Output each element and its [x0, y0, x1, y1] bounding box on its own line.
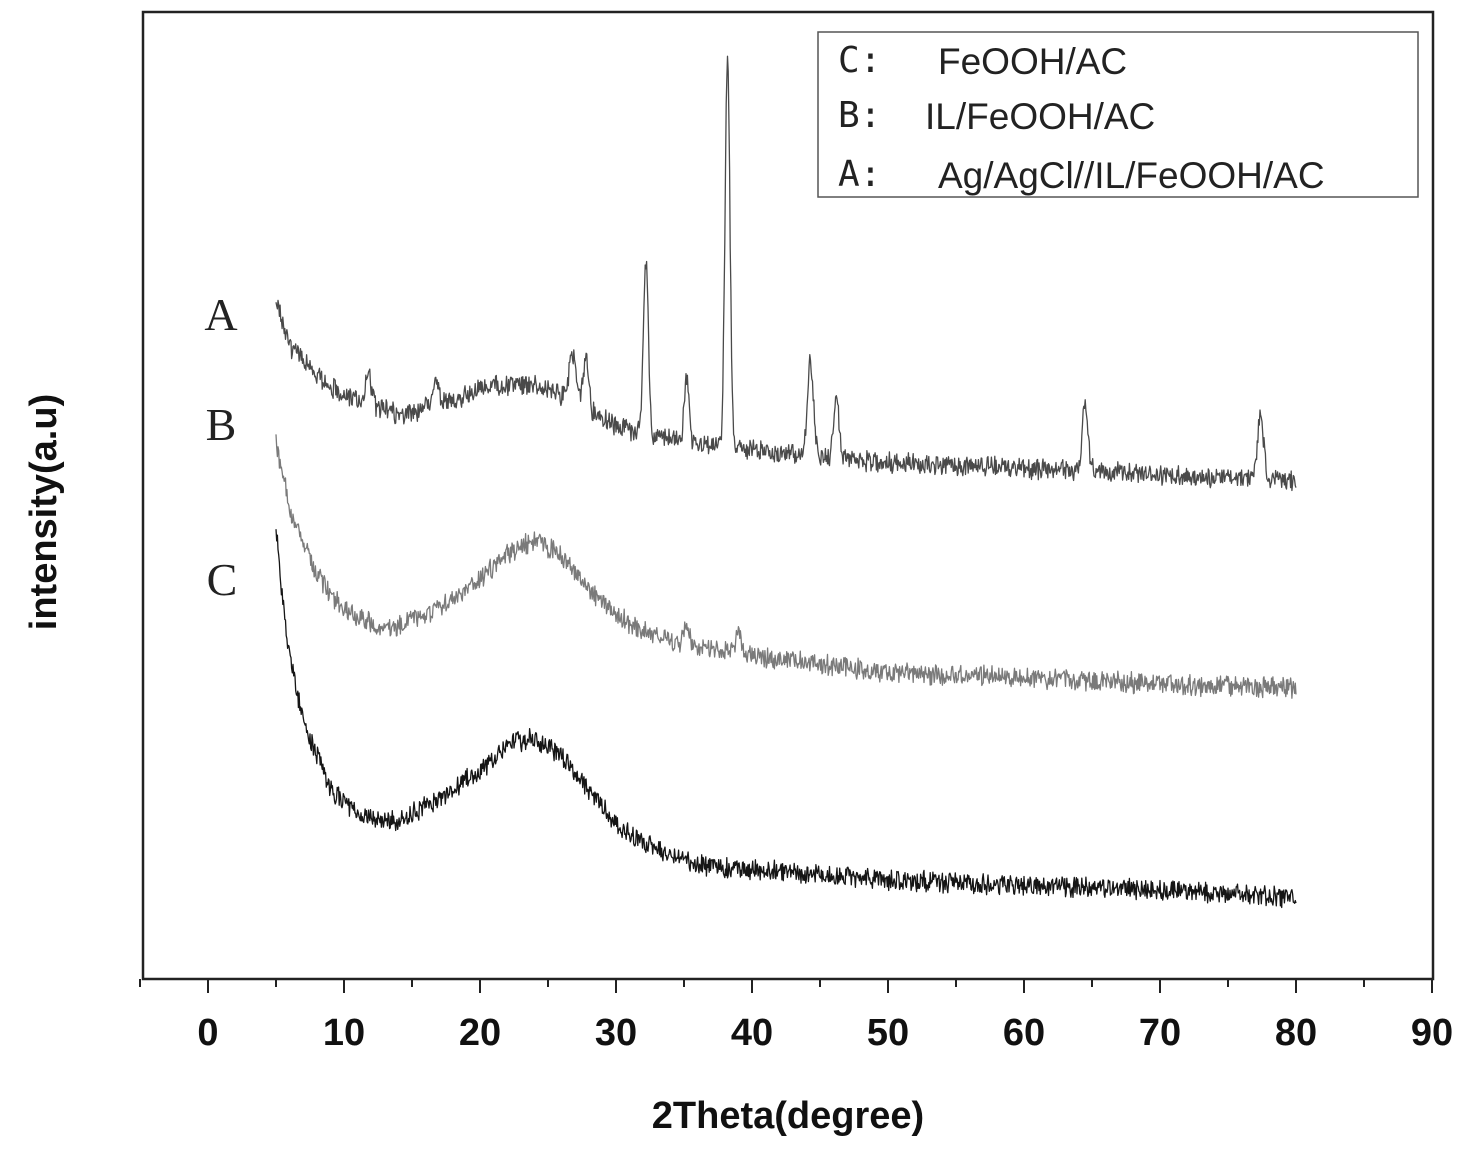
x-tick-label: 90: [1411, 1012, 1453, 1054]
curve-letter-c: C: [207, 554, 238, 605]
x-tick-label: 40: [731, 1012, 773, 1054]
curve-letter-a: A: [204, 289, 237, 340]
x-axis-tick-labels: 0 10 20 30 40 50 60 70 80 90: [197, 1012, 1453, 1054]
x-tick-label: 0: [197, 1012, 218, 1054]
x-tick-label: 10: [323, 1012, 365, 1054]
x-tick-label: 70: [1139, 1012, 1181, 1054]
legend: C: FeOOH/AC B: IL/FeOOH/AC A: Ag/AgCl//I…: [818, 32, 1418, 197]
legend-label-c: FeOOH/AC: [938, 41, 1127, 82]
legend-label-b: IL/FeOOH/AC: [925, 96, 1155, 137]
series-c-line: [276, 529, 1296, 907]
legend-label-a: Ag/AgCl//IL/FeOOH/AC: [938, 155, 1325, 196]
x-tick-label: 30: [595, 1012, 637, 1054]
legend-key-b: B:: [838, 95, 881, 136]
x-axis-title: 2Theta(degree): [652, 1095, 924, 1137]
y-axis-title: intensity(a.u): [23, 394, 65, 630]
x-tick-label: 20: [459, 1012, 501, 1054]
curve-letter-b: B: [206, 399, 237, 450]
x-axis-ticks: [140, 979, 1432, 993]
x-tick-label: 50: [867, 1012, 909, 1054]
legend-key-c: C:: [838, 40, 881, 81]
x-tick-label: 60: [1003, 1012, 1045, 1054]
x-tick-label: 80: [1275, 1012, 1317, 1054]
legend-key-a: A:: [838, 154, 881, 195]
curve-letters: A B C: [204, 289, 237, 605]
